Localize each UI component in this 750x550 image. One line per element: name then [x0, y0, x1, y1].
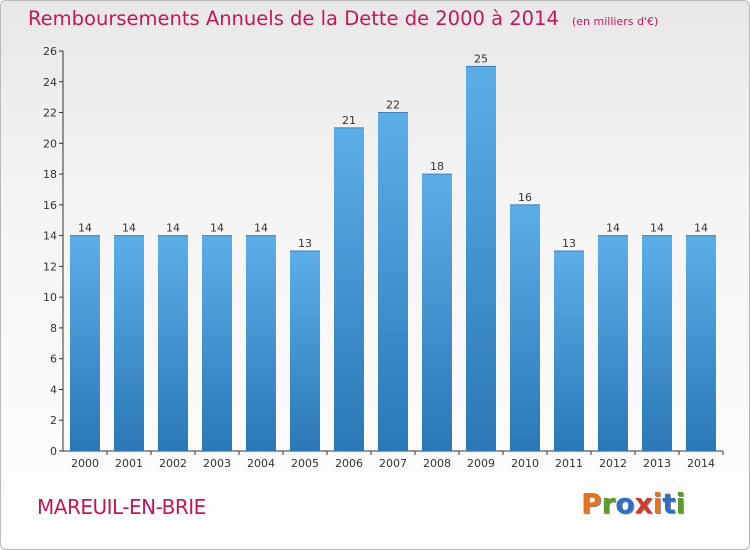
bar-2002: [158, 235, 188, 451]
bar-2011: [554, 251, 584, 451]
value-label-2001: 14: [122, 222, 136, 235]
logo-letter: i: [675, 487, 686, 520]
logo-letter: P: [581, 487, 602, 520]
proxiti-logo: Proxiti: [581, 487, 685, 520]
data-labels: 14 14 14 14 14 13 21 22 18 25 16 13 14 14 14: [78, 52, 708, 250]
x-tick-label-2001: 2001: [115, 457, 143, 470]
value-label-2006: 21: [342, 114, 356, 127]
value-label-2003: 14: [210, 222, 224, 235]
x-tick-label-2009: 2009: [467, 457, 495, 470]
chart-unit-label: (en milliers d'€): [571, 15, 659, 28]
bar-2008: [422, 174, 452, 452]
x-tick-label-2011: 2011: [555, 457, 583, 470]
logo-letter: r: [601, 487, 616, 520]
bar-2013: [642, 235, 672, 451]
y-tick-label: 22: [43, 107, 57, 120]
bar-2006: [334, 127, 364, 451]
value-label-2014: 14: [694, 222, 708, 235]
value-label-2012: 14: [606, 222, 620, 235]
x-tick-label-2003: 2003: [203, 457, 231, 470]
chart-title: Remboursements Annuels de la Dette de 20…: [28, 7, 559, 30]
x-tick-label-2010: 2010: [511, 457, 539, 470]
value-label-2009: 25: [474, 52, 488, 65]
value-label-2004: 14: [254, 222, 268, 235]
y-tick-label: 24: [43, 76, 57, 89]
x-tick-label-2002: 2002: [159, 457, 187, 470]
value-label-2005: 13: [298, 237, 312, 250]
value-label-2008: 18: [430, 160, 444, 173]
bar-2004: [246, 235, 276, 451]
y-tick-label: 4: [50, 383, 57, 396]
bar-2003: [202, 235, 232, 451]
value-label-2000: 14: [78, 222, 92, 235]
bars: [70, 65, 716, 452]
bar-2010: [510, 204, 540, 451]
x-tick-label-2005: 2005: [291, 457, 319, 470]
value-label-2011: 13: [562, 237, 576, 250]
x-tick-label-2006: 2006: [335, 457, 363, 470]
y-tick-label: 2: [50, 414, 57, 427]
bar-2012: [598, 235, 628, 451]
commune-name: MAREUIL-EN-BRIE: [37, 495, 206, 519]
x-tick-label-2012: 2012: [599, 457, 627, 470]
x-tick-label-2008: 2008: [423, 457, 451, 470]
y-tick-label: 20: [43, 137, 57, 150]
x-tick-label-2004: 2004: [247, 457, 275, 470]
bar-2000: [70, 235, 100, 451]
bar-2014: [686, 235, 716, 451]
value-label-2002: 14: [166, 222, 180, 235]
chart-title-row: Remboursements Annuels de la Dette de 20…: [28, 7, 658, 30]
logo-letter: o: [615, 487, 635, 520]
logo-letter: x: [634, 487, 653, 520]
logo-letter: i: [652, 487, 663, 520]
y-tick-label: 0: [50, 445, 57, 458]
y-tick-label: 10: [43, 291, 57, 304]
y-tick-label: 8: [50, 322, 57, 335]
x-tick-label-2000: 2000: [71, 457, 99, 470]
y-tick-label: 14: [43, 230, 57, 243]
bar-2009: [466, 66, 496, 451]
y-tick-label: 16: [43, 199, 57, 212]
x-tick-label-2013: 2013: [643, 457, 671, 470]
bar-2001: [114, 235, 144, 451]
y-tick-label: 6: [50, 353, 57, 366]
value-label-2010: 16: [518, 191, 532, 204]
bar-2007: [378, 112, 408, 452]
y-tick-label: 12: [43, 260, 57, 273]
x-tick-label-2014: 2014: [687, 457, 715, 470]
value-label-2007: 22: [386, 99, 400, 112]
bar-2005: [290, 251, 320, 451]
y-tick-label: 18: [43, 168, 57, 181]
x-tick-label-2007: 2007: [379, 457, 407, 470]
value-label-2013: 14: [650, 222, 664, 235]
y-tick-label: 26: [43, 45, 57, 58]
logo-letter: t: [662, 487, 676, 520]
